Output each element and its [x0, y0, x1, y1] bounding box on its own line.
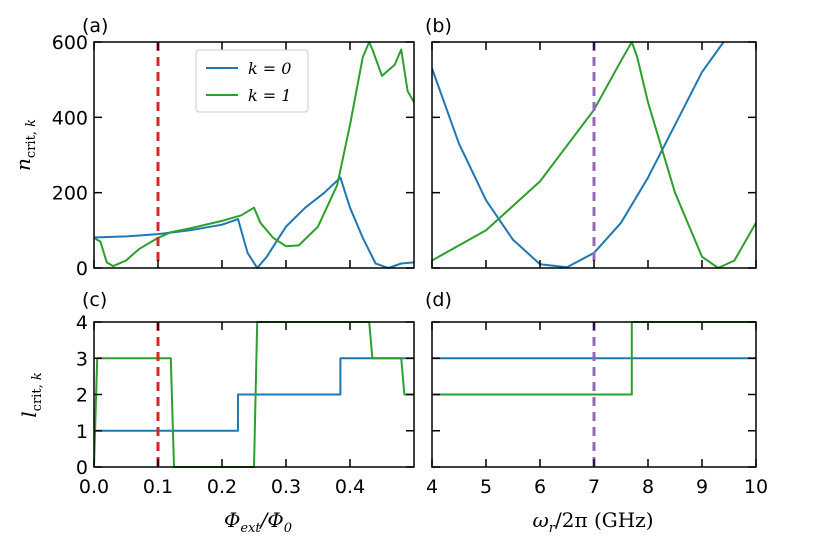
panel-label-d: (d): [425, 289, 452, 311]
svg-text:ωr/2π (GHz): ωr/2π (GHz): [532, 508, 653, 536]
xtick-label-d: 6: [534, 476, 546, 498]
xtick-label-d: 7: [588, 476, 600, 498]
series-b-k0: [432, 41, 725, 269]
ytick-label-a: 600: [52, 32, 88, 54]
legend-label-k0: k = 0: [248, 59, 291, 78]
panel-c: 0 1 2 3 4 0.0 0.1 0.2 0.3 0.4: [76, 312, 415, 498]
ytick-label-a: 0: [76, 258, 88, 280]
xtick-label-d: 8: [642, 476, 654, 498]
series-c-k0: [94, 357, 414, 432]
panel-b: [431, 41, 757, 269]
xtick-label-c: 0.0: [79, 476, 109, 498]
legend: k = 0 k = 1: [195, 49, 309, 113]
panel-label-a: (a): [82, 15, 108, 37]
series-a-k0: [94, 176, 414, 269]
xtick-label-c: 0.2: [207, 476, 237, 498]
xtick-label-d: 9: [696, 476, 708, 498]
ytick-label-c: 2: [76, 385, 88, 407]
svg-text:Φext/Φ0: Φext/Φ0: [224, 508, 292, 536]
xlabel-c: Φext/Φ0: [224, 508, 292, 536]
ytick-label-a: 400: [52, 107, 88, 129]
xtick-label-d: 4: [426, 476, 438, 498]
ylabel-c: lcrit, k: [17, 372, 45, 418]
ytick-label-a: 200: [52, 183, 88, 205]
series-a-k1: [94, 41, 414, 268]
xlabel-d: ωr/2π (GHz): [532, 508, 653, 536]
ylabel-a: ncrit, k: [11, 119, 39, 171]
ytick-label-c: 4: [76, 312, 88, 334]
xtick-label-c: 0.1: [143, 476, 173, 498]
panel-label-b: (b): [425, 15, 452, 37]
xtick-label-d: 5: [480, 476, 492, 498]
xtick-label-d: 10: [744, 476, 768, 498]
ytick-label-c: 0: [76, 457, 88, 479]
panel-a: 0 200 400 600 k = 0 k = 1: [52, 32, 415, 280]
xtick-label-c: 0.3: [271, 476, 301, 498]
legend-label-k1: k = 1: [248, 86, 291, 105]
panel-label-c: (c): [82, 289, 107, 311]
ytick-label-c: 1: [76, 421, 88, 443]
xtick-label-c: 0.4: [335, 476, 365, 498]
svg-text:ncrit, k: ncrit, k: [11, 119, 39, 171]
svg-text:lcrit, k: lcrit, k: [17, 372, 45, 418]
ytick-label-c: 3: [76, 348, 88, 370]
frame-a: [93, 41, 415, 269]
panel-d: 4 5 6 7 8 9 10: [426, 321, 768, 498]
